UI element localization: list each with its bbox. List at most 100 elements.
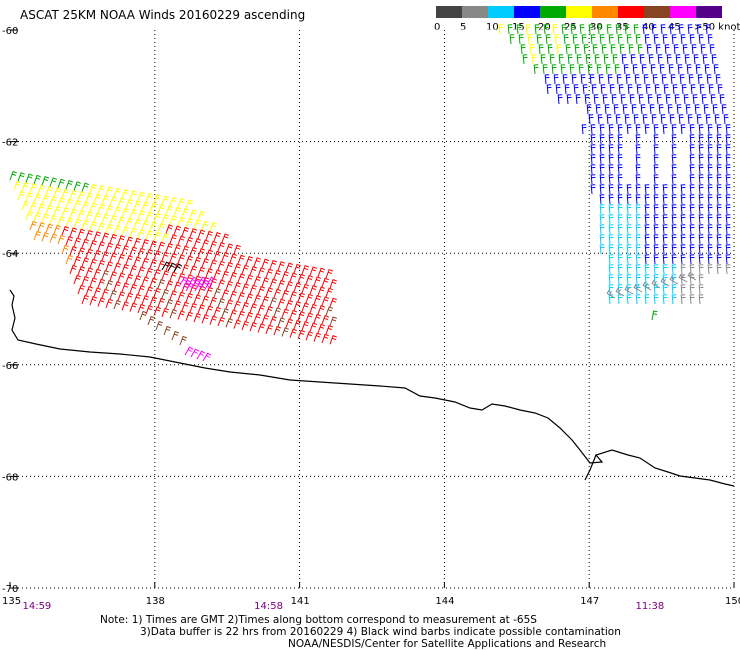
colorbar-swatch [514, 6, 540, 18]
wind-barb [671, 124, 677, 135]
wind-barb [687, 114, 693, 125]
wind-barb [662, 274, 668, 285]
wind-barb [241, 264, 249, 274]
wind-barb [81, 238, 89, 248]
wind-barb [632, 64, 638, 75]
wind-barb [61, 226, 69, 236]
wind-barb [518, 34, 524, 45]
wind-barb [520, 44, 526, 55]
wind-barb [624, 24, 630, 35]
wind-barb [117, 197, 125, 208]
wind-barb [161, 195, 169, 205]
wind-barb [301, 321, 309, 331]
wind-barb [538, 44, 544, 55]
wind-barb [635, 244, 641, 255]
wind-barb [626, 234, 632, 245]
wind-barb [29, 202, 37, 212]
wind-barb [579, 24, 585, 35]
wind-barb [557, 94, 563, 105]
wind-barb [245, 293, 253, 303]
wind-barb [297, 311, 305, 321]
wind-barb [329, 278, 337, 289]
wind-barb [595, 104, 601, 115]
wind-barb [153, 306, 161, 316]
wind-barb [653, 274, 659, 285]
wind-barb [121, 263, 129, 274]
wind-barb [698, 234, 704, 245]
wind-barb [569, 64, 575, 75]
wind-barb [716, 124, 722, 135]
wind-barb [707, 184, 713, 195]
wind-barb [163, 325, 171, 336]
wind-barb [574, 44, 580, 55]
wind-barb [49, 196, 57, 206]
wind-barb [653, 264, 659, 275]
wind-barb [153, 287, 161, 298]
wind-barb [161, 232, 169, 243]
wind-barb [329, 335, 337, 345]
wind-barb [633, 283, 643, 293]
wind-barb [623, 64, 629, 75]
wind-barb [687, 271, 697, 281]
wind-barb [608, 204, 614, 215]
wind-barb [565, 44, 571, 55]
wind-barb [599, 224, 605, 235]
wind-barb [599, 194, 605, 205]
wind-barb [653, 144, 659, 155]
wind-barb [531, 54, 537, 65]
wind-barb [141, 220, 149, 230]
wind-barb [177, 216, 185, 227]
wind-barb [241, 320, 249, 331]
wind-barb [253, 294, 261, 304]
wind-barb [189, 246, 197, 257]
lon-label: 135 [2, 596, 21, 607]
wind-barb [689, 244, 695, 255]
wind-barb [670, 74, 676, 85]
wind-barb [608, 224, 614, 235]
wind-barb [617, 294, 623, 305]
wind-barb [301, 265, 309, 275]
wind-barb [49, 177, 57, 187]
wind-barb [711, 54, 717, 65]
wind-barb [161, 307, 169, 318]
wind-barb [700, 44, 706, 55]
wind-barb [153, 231, 161, 241]
wind-barb [69, 264, 77, 275]
wind-barb [671, 284, 677, 295]
wind-barb [293, 282, 301, 292]
wind-barb [209, 240, 217, 251]
wind-barb [571, 74, 577, 85]
wind-barb [85, 192, 93, 202]
wind-barb [725, 204, 731, 215]
wind-barb [612, 54, 618, 65]
wind-barb [61, 244, 69, 255]
wind-barb [173, 281, 181, 291]
wind-barb [689, 204, 695, 215]
wind-barb [617, 134, 623, 145]
wind-barb [680, 234, 686, 245]
wind-barb [173, 263, 183, 273]
wind-barb [217, 242, 225, 252]
wind-barb [145, 286, 153, 296]
wind-barb [237, 273, 245, 283]
wind-barb [707, 244, 713, 255]
lon-label: 144 [435, 596, 454, 607]
wind-barb [45, 204, 53, 215]
wind-barb [617, 204, 623, 215]
wind-barb [321, 333, 329, 344]
wind-barb [546, 84, 552, 95]
wind-barb [245, 274, 253, 284]
wind-barb [688, 74, 694, 85]
wind-barb [41, 213, 49, 223]
wind-barb [161, 270, 169, 280]
wind-barb [653, 184, 659, 195]
wind-barb [683, 94, 689, 105]
wind-barb [653, 294, 659, 305]
wind-barb [635, 144, 641, 155]
wind-barb [560, 64, 566, 75]
wind-barb [25, 210, 33, 221]
wind-barb [626, 194, 632, 205]
wind-barb [725, 214, 731, 225]
wind-barb [149, 202, 157, 213]
